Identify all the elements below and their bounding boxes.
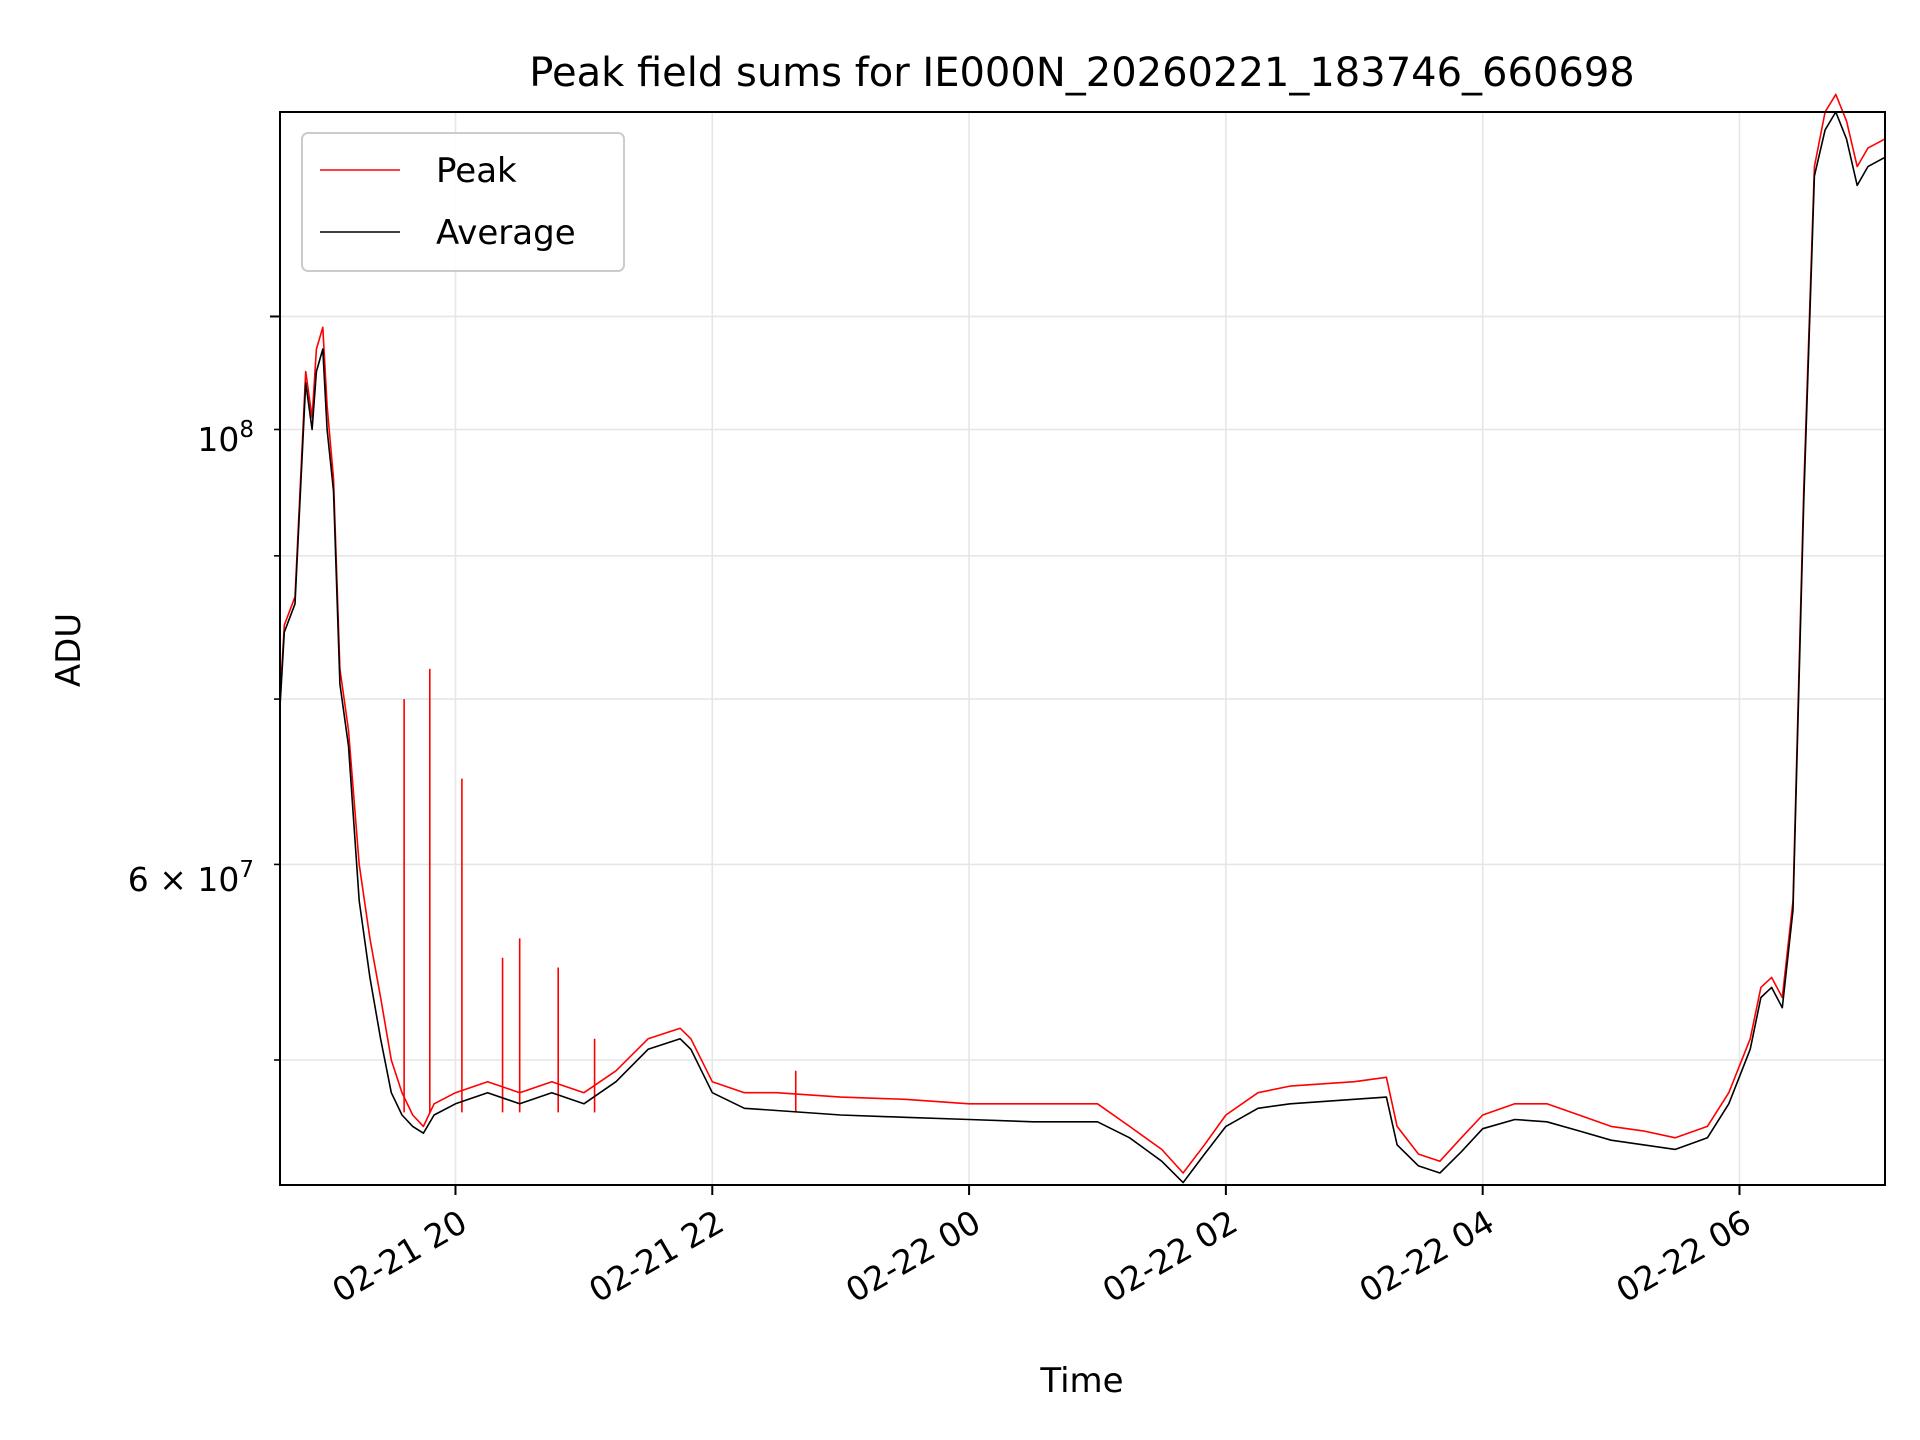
y-axis-title: ADU [49, 613, 89, 687]
plot-frame [279, 111, 1886, 1186]
y-tick-label-6e7: 6 × 107 [128, 857, 254, 899]
grid [280, 112, 1885, 1185]
series-layer [279, 93, 1886, 1184]
chart-title: Peak field sums for IE000N_20260221_1837… [529, 50, 1634, 96]
legend-box [301, 132, 625, 272]
legend: Peak Average [301, 132, 625, 272]
y-tick-label-1e8: 108 [197, 417, 254, 459]
legend-label-average: Average [436, 213, 576, 253]
y-axis: 108 6 × 107 [128, 315, 280, 1061]
series-line-peak [279, 93, 1886, 1174]
legend-label-peak: Peak [436, 151, 517, 191]
series-line-average [279, 111, 1886, 1184]
x-axis-title: Time [1039, 1361, 1123, 1401]
